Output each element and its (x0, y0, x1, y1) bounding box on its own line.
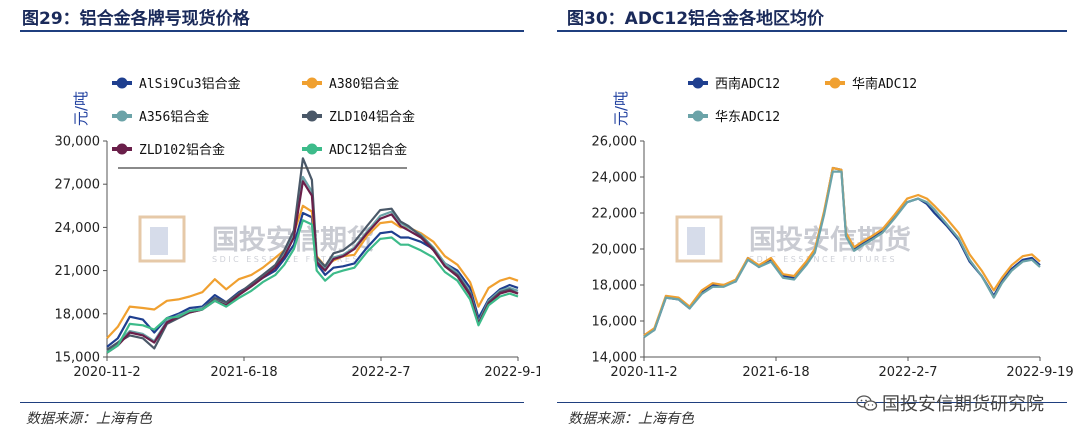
legend-label: 西南ADC12 (715, 76, 780, 92)
y-tick-label: 14,000 (592, 351, 638, 366)
y-unit-label: 元/吨 (612, 91, 630, 126)
legend-label: AlSi9Cu3铝合金 (139, 76, 241, 92)
brand-text: 国投安信期货研究院 (882, 394, 1044, 415)
watermark-logo-inner (687, 227, 705, 255)
legend-label: A380铝合金 (329, 76, 399, 92)
legend-swatch-marker (692, 77, 704, 89)
figure-29-bottom-rule (20, 402, 524, 403)
y-unit-label: 元/吨 (72, 91, 90, 126)
x-tick-label: 2020-11-2 (73, 365, 140, 380)
watermark-subtext: SDIC ESSENCE FUTURES (749, 255, 897, 264)
figure-30-title: 图30：ADC12铝合金各地区均价 (567, 9, 825, 29)
legend: AlSi9Cu3铝合金 A380铝合金 A356铝合金 ZLD104铝合金 ZLD102… (112, 76, 415, 169)
watermark-logo-outer (138, 215, 186, 263)
legend-swatch-marker (116, 143, 128, 155)
legend: 西南ADC12 华南ADC12 华东ADC12 (688, 76, 917, 125)
y-tick-label: 24,000 (55, 221, 101, 236)
y-tick-label: 27,000 (55, 178, 101, 193)
y-tick-label: 24,000 (592, 171, 638, 186)
y-tick-label: 20,000 (592, 243, 638, 258)
legend-label: A356铝合金 (139, 109, 209, 125)
x-tick-label: 2022-2-7 (351, 365, 410, 380)
x-tick-label: 2022-2-7 (878, 365, 937, 380)
x-tick-label: 2022-9-19 (1006, 365, 1073, 380)
y-tick-label: 16,000 (592, 315, 638, 330)
legend-swatch-marker (306, 110, 318, 122)
series-line-2 (643, 170, 1041, 339)
x-tick-label: 2022-9-19 (484, 365, 540, 380)
legend-swatch-marker (829, 77, 841, 89)
watermark-logo-outer (675, 215, 723, 263)
legend-swatch-marker (692, 110, 704, 122)
legend-label: ZLD102铝合金 (139, 142, 225, 158)
y-tick-label: 15,000 (55, 351, 101, 366)
legend-swatch-marker (306, 143, 318, 155)
y-tick-label: 18,000 (592, 279, 638, 294)
legend-label: 华南ADC12 (852, 76, 917, 92)
wechat-icon (856, 395, 878, 411)
figure-30-title-rule (557, 30, 1067, 32)
legend-swatch-marker (306, 77, 318, 89)
x-tick-label: 2021-6-18 (210, 365, 277, 380)
legend-swatch-marker (116, 110, 128, 122)
y-tick-label: 26,000 (592, 135, 638, 150)
series-line-5 (106, 219, 519, 354)
y-tick-label: 18,000 (55, 307, 101, 322)
y-tick-label: 30,000 (55, 135, 101, 150)
figure-30-bottom-rule (557, 402, 1067, 403)
figure-30-source: 数据来源：上海有色 (568, 411, 694, 427)
y-tick-label: 21,000 (55, 264, 101, 279)
brand-mark: 国投安信期货研究院 (856, 390, 1044, 416)
legend-swatch-marker (116, 77, 128, 89)
y-tick-label: 22,000 (592, 207, 638, 222)
watermark-logo-inner (150, 227, 168, 255)
legend-label: ZLD104铝合金 (329, 109, 415, 125)
figure-29-source: 数据来源：上海有色 (26, 411, 152, 427)
figure-29-title: 图29：铝合金各牌号现货价格 (22, 9, 250, 29)
figure-29-title-rule (20, 30, 524, 32)
legend-label: 华东ADC12 (715, 110, 780, 125)
legend-label: ADC12铝合金 (329, 142, 407, 158)
x-tick-label: 2021-6-18 (742, 365, 809, 380)
x-tick-label: 2020-11-2 (610, 365, 677, 380)
